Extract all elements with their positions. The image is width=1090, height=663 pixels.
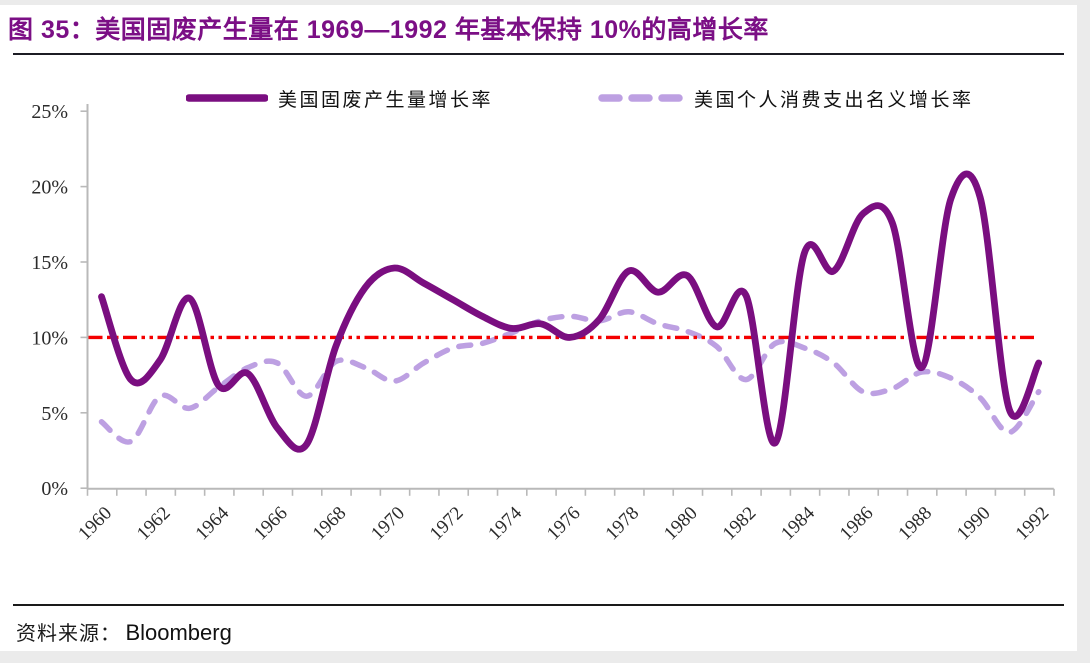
x-tick-label: 1992 — [1012, 503, 1054, 545]
x-tick-label: 1970 — [367, 503, 409, 545]
x-tick-label: 1974 — [484, 502, 526, 544]
y-tick-label: 20% — [31, 177, 68, 199]
series-layer — [88, 170, 1043, 453]
x-tick-label: 1968 — [309, 503, 351, 545]
legend-item-dashed-series: 美国个人消费支出名义增长率 — [598, 85, 974, 111]
x-tick-label: 1986 — [836, 503, 878, 545]
figure-card: 图 35：美国固废产生量在 1969—1992 年基本保持 10%的高增长率 美… — [0, 5, 1077, 651]
source-value: Bloomberg — [125, 620, 232, 645]
x-tick-label: 1988 — [894, 503, 936, 545]
y-tick-label: 25% — [31, 101, 68, 123]
source-label: 资料来源： — [16, 623, 121, 645]
x-tick-label: 1964 — [192, 502, 234, 544]
y-tick-label: 15% — [31, 252, 68, 274]
x-tick-label: 1990 — [953, 503, 995, 545]
figure-title: 图 35：美国固废产生量在 1969—1992 年基本保持 10%的高增长率 — [8, 16, 769, 44]
series-line-dashed — [98, 309, 1042, 445]
legend-label-solid-series: 美国固废产生量增长率 — [278, 89, 494, 111]
x-tick-label: 1980 — [660, 503, 702, 545]
y-tick-label: 10% — [31, 327, 68, 349]
legend-item-solid-series: 美国固废产生量增长率 — [186, 85, 493, 111]
footer-rule — [13, 604, 1064, 606]
x-tick-label: 1978 — [602, 503, 644, 545]
series-line-solid — [98, 170, 1043, 453]
line-chart: 0% 5% 10% 15% 20% 25% 1960 1962 1964 1966 1968 1970… — [31, 101, 1055, 545]
x-tick-label: 1982 — [719, 503, 761, 545]
legend-solid-line-swatch — [186, 94, 268, 102]
title-rule — [13, 53, 1064, 55]
x-tick-label: 1966 — [250, 503, 292, 545]
x-tick-label: 1984 — [777, 502, 819, 544]
y-tick-label: 0% — [41, 478, 68, 500]
x-tick-label: 1962 — [133, 503, 175, 545]
source-note: 资料来源： Bloomberg — [16, 617, 232, 646]
y-tick-label: 5% — [41, 403, 68, 425]
x-tick-label: 1960 — [74, 503, 116, 545]
legend-dashed-line-swatch — [598, 94, 683, 102]
x-tick-label: 1976 — [543, 503, 585, 545]
legend-label-dashed-series: 美国个人消费支出名义增长率 — [694, 89, 974, 111]
x-tick-label: 1972 — [426, 503, 468, 545]
